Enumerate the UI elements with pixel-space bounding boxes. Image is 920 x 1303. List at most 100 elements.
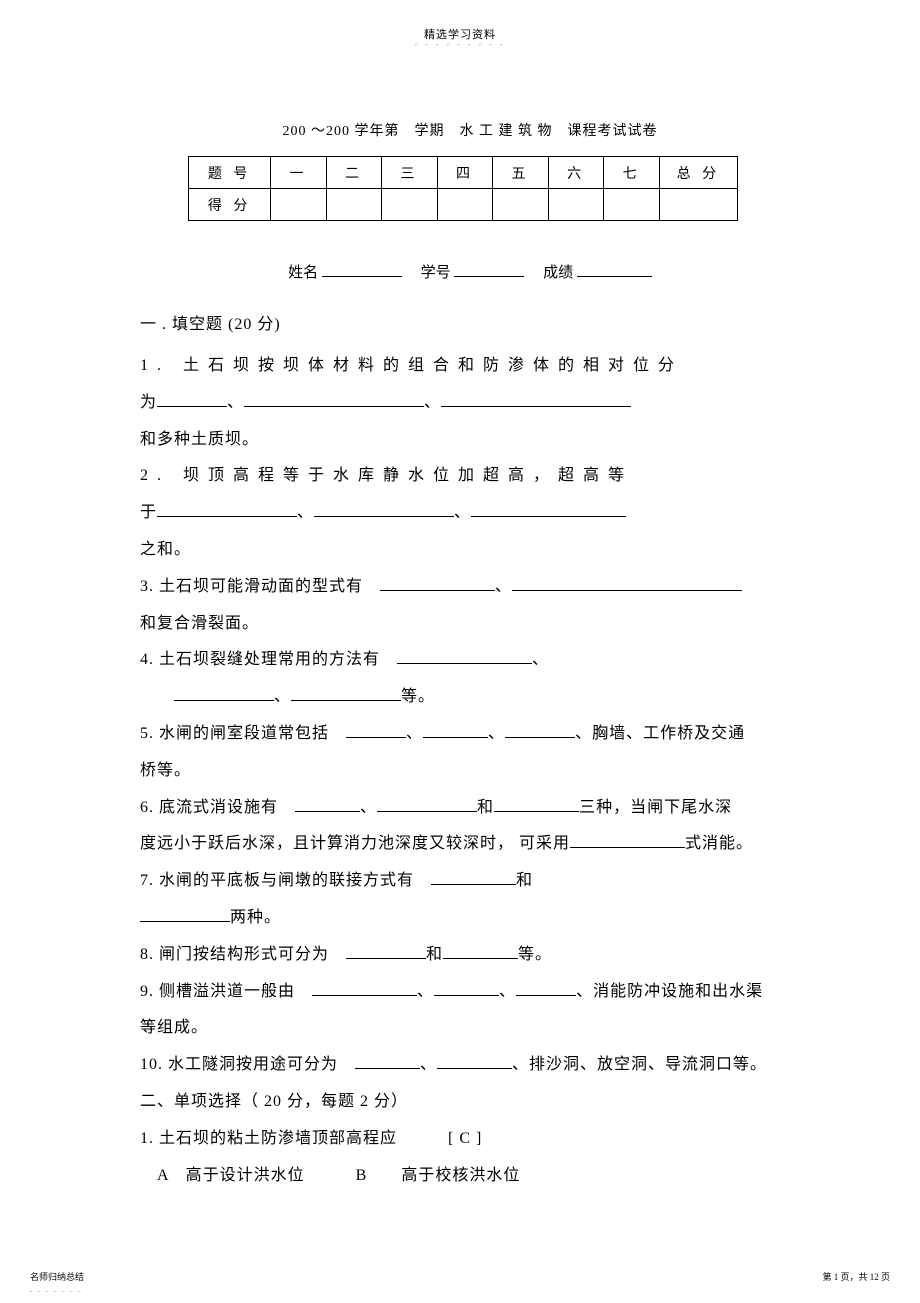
blank	[174, 686, 274, 701]
blank	[355, 1054, 420, 1069]
col-header: 六	[548, 157, 604, 189]
col-header: 三	[382, 157, 438, 189]
section-2-title: 二、单项选择（ 20 分，每题 2 分）	[140, 1084, 800, 1121]
q5-text: 5. 水闸的闸室段道常包括	[140, 725, 329, 742]
main-content: 200 ～200 学年第 学期 水 工 建 筑 物 课程考试试卷 题 号 一 二…	[140, 120, 800, 1194]
q2-line1: 2. 坝顶高程等于水库静水位加超高，超高等	[140, 458, 800, 495]
q4-text: 4. 土石坝裂缝处理常用的方法有	[140, 651, 380, 668]
section-1-title: 一 . 填空题 (20 分)	[140, 310, 800, 334]
blank	[431, 870, 516, 885]
name-line: 姓名 学号 成绩	[140, 261, 800, 282]
col-header: 二	[326, 157, 382, 189]
q5-line2: 桥等。	[140, 753, 800, 790]
col-header: 四	[437, 157, 493, 189]
blank	[441, 392, 631, 407]
q5-line1: 5. 水闸的闸室段道常包括 、、、胸墙、工作桥及交通	[140, 716, 800, 753]
q7-text: 两种。	[230, 909, 281, 926]
blank	[437, 1054, 512, 1069]
q10-text: 、排沙洞、放空洞、导流洞口等。	[512, 1056, 767, 1073]
q7-line1: 7. 水闸的平底板与闸墩的联接方式有 和	[140, 863, 800, 900]
score-label: 成绩	[543, 265, 573, 281]
blank	[346, 944, 426, 959]
q6-text: 三种，当闸下尾水深	[579, 799, 732, 816]
q10-text: 10. 水工隧洞按用途可分为	[140, 1056, 338, 1073]
blank	[157, 502, 297, 517]
blank	[244, 392, 424, 407]
q6-text: 6. 底流式消设施有	[140, 799, 278, 816]
q2-line2: 于、、	[140, 495, 800, 532]
q9-text: 9. 侧槽溢洪道一般由	[140, 983, 295, 1000]
blank	[312, 981, 417, 996]
q9-text: 、消能防冲设施和出水渠	[576, 983, 763, 1000]
exam-title: 200 ～200 学年第 学期 水 工 建 筑 物 课程考试试卷	[140, 120, 800, 140]
q10-line1: 10. 水工隧洞按用途可分为 、、排沙洞、放空洞、导流洞口等。	[140, 1047, 800, 1084]
q1-line2: 为、、	[140, 385, 800, 422]
blank	[140, 907, 230, 922]
mcq1-opts: A 高于设计洪水位 B 高于校核洪水位	[140, 1158, 800, 1195]
score-cell	[271, 189, 327, 221]
q6-text: 式消能。	[685, 835, 753, 852]
q2-text: 于	[140, 504, 157, 521]
blank	[314, 502, 454, 517]
q3-line2: 和复合滑裂面。	[140, 606, 800, 643]
name-label: 姓名	[288, 265, 318, 281]
q8-text: 8. 闸门按结构形式可分为	[140, 946, 329, 963]
blank	[346, 723, 406, 738]
q9-line1: 9. 侧槽溢洪道一般由 、、、消能防冲设施和出水渠	[140, 974, 800, 1011]
row-label: 题 号	[189, 157, 271, 189]
q1-text: 为	[140, 394, 157, 411]
blank	[512, 576, 742, 591]
col-header: 一	[271, 157, 327, 189]
col-header: 七	[604, 157, 660, 189]
score-cell	[326, 189, 382, 221]
blank	[380, 576, 495, 591]
q3-line1: 3. 土石坝可能滑动面的型式有 、	[140, 569, 800, 606]
q9-line2: 等组成。	[140, 1010, 800, 1047]
blank	[157, 392, 227, 407]
header-dots: - - - - - - - - -	[0, 40, 920, 49]
total-header: 总 分	[659, 157, 737, 189]
blank	[434, 981, 499, 996]
q1-line1: 1. 土石坝按坝体材料的组合和防渗体的相对位分	[140, 348, 800, 385]
score-table: 题 号 一 二 三 四 五 六 七 总 分 得 分	[188, 156, 738, 221]
score-cell	[437, 189, 493, 221]
q4-text: 等。	[401, 688, 435, 705]
q7-text: 7. 水闸的平底板与闸墩的联接方式有	[140, 872, 414, 889]
blank	[377, 797, 477, 812]
blank	[291, 686, 401, 701]
blank	[397, 649, 532, 664]
q6-line2: 度远小于跃后水深，且计算消力池深度又较深时， 可采用 式消能。	[140, 826, 800, 863]
blank	[494, 797, 579, 812]
q8-line1: 8. 闸门按结构形式可分为 和 等。	[140, 937, 800, 974]
row-label: 得 分	[189, 189, 271, 221]
id-blank	[454, 262, 524, 277]
blank	[423, 723, 488, 738]
q8-text: 等。	[518, 946, 552, 963]
q8-text: 和	[426, 946, 443, 963]
table-row: 得 分	[189, 189, 738, 221]
table-row: 题 号 一 二 三 四 五 六 七 总 分	[189, 157, 738, 189]
q6-text: 和	[477, 799, 494, 816]
q5-text: 、胸墙、工作桥及交通	[575, 725, 745, 742]
blank	[505, 723, 575, 738]
score-cell	[493, 189, 549, 221]
q7-line2: 两种。	[140, 900, 800, 937]
footer-right: 第 1 页，共 12 页	[822, 1270, 890, 1283]
id-label: 学号	[421, 265, 451, 281]
blank	[570, 833, 685, 848]
q2-line3: 之和。	[140, 532, 800, 569]
total-cell	[659, 189, 737, 221]
blank	[295, 797, 360, 812]
q3-text: 3. 土石坝可能滑动面的型式有	[140, 578, 363, 595]
q7-text: 和	[516, 872, 533, 889]
footer-dots-left: - - - - - - -	[30, 1287, 83, 1295]
score-cell	[382, 189, 438, 221]
q4-line1: 4. 土石坝裂缝处理常用的方法有 、	[140, 642, 800, 679]
q6-text: 度远小于跃后水深，且计算消力池深度又较深时， 可采用	[140, 835, 570, 852]
name-blank	[322, 262, 402, 277]
q6-line1: 6. 底流式消设施有 、和三种，当闸下尾水深	[140, 790, 800, 827]
q1-line3: 和多种土质坝。	[140, 422, 800, 459]
score-cell	[548, 189, 604, 221]
mcq1-line1: 1. 土石坝的粘土防渗墙顶部高程应 [ C ]	[140, 1121, 800, 1158]
q4-line2: 、等。	[140, 679, 800, 716]
